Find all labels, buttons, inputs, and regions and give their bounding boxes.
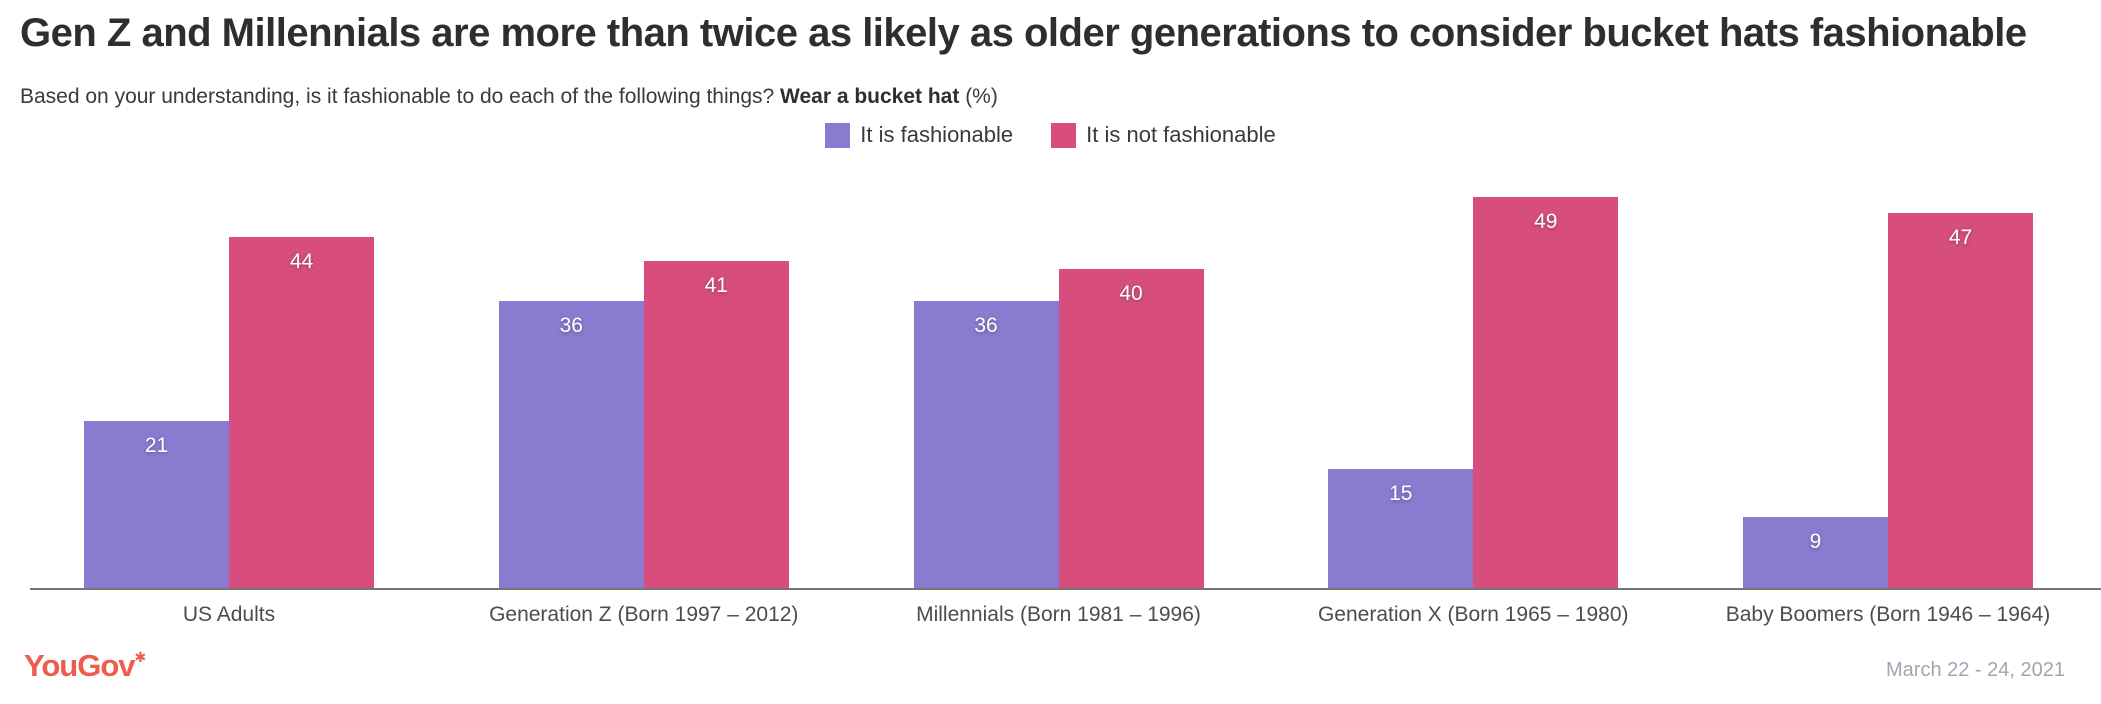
bar-fashionable: 9 [1743,517,1888,589]
legend-swatch-icon [825,122,851,148]
bar-value-label: 47 [1948,226,1973,249]
yougov-logo: YouGov✱ [24,648,146,684]
subtitle-suffix: (%) [959,85,998,108]
bar-fashionable: 36 [913,301,1059,589]
category-label: Millennials (Born 1981 – 1996) [916,603,1201,626]
legend-label: It is not fashionable [1086,122,1276,147]
bar-value-label: 36 [974,314,998,337]
bar-value-label: 40 [1119,282,1143,305]
chart-subtitle: Based on your understanding, is it fashi… [20,85,998,109]
legend-item-fashionable: It is fashionable [825,122,1013,148]
bar-group: 21 44 US Adults [84,197,374,626]
bar-value-label: 21 [144,434,169,457]
plot-area: 21 44 US Adults 36 41 Generation Z (Born 1997… [84,197,2050,626]
chart-title: Gen Z and Millennials are more than twic… [20,11,2027,55]
bar-not-fashionable: 44 [229,237,374,589]
category-label: Baby Boomers (Born 1946 – 1964) [1725,603,2051,626]
legend-label: It is fashionable [860,122,1014,147]
bar-value-label: 44 [289,250,314,273]
legend-item-not-fashionable: It is not fashionable [1051,122,1276,148]
bar-fashionable: 21 [84,421,229,589]
subtitle-question-item: Wear a bucket hat [780,85,960,108]
bar-group: 9 47 Baby Boomers (Born 1946 – 1964) [1726,197,2050,626]
category-label: Generation Z (Born 1997 – 2012) [489,603,799,626]
x-axis-line [30,588,2101,590]
yougov-logo-star-icon: ✱ [134,649,147,665]
bar-value-label: 41 [704,274,728,297]
category-label: Generation X (Born 1965 – 1980) [1317,603,1629,626]
bar-group: 36 41 Generation Z (Born 1997 – 2012) [489,197,798,626]
bar-fashionable: 15 [1328,469,1474,589]
bar-not-fashionable: 40 [1058,269,1204,589]
bar-not-fashionable: 47 [1888,213,2033,589]
bar-group: 36 40 Millennials (Born 1981 – 1996) [913,197,1204,626]
legend: It is fashionable It is not fashionable [0,122,2101,148]
category-label: US Adults [182,603,276,626]
yougov-logo-text: YouGov [24,648,136,683]
bar-value-label: 49 [1534,210,1558,233]
subtitle-prefix: Based on your understanding, is it fashi… [20,85,781,108]
bar-value-label: 36 [559,314,583,337]
fieldwork-date: March 22 - 24, 2021 [1886,659,2065,681]
bar-value-label: 9 [1809,530,1822,553]
bar-group: 15 49 Generation X (Born 1965 – 1980) [1318,197,1629,626]
legend-swatch-icon [1051,122,1077,148]
bar-value-label: 15 [1389,482,1413,505]
bar-fashionable: 36 [498,301,644,589]
bar-not-fashionable: 41 [643,261,789,589]
bar-not-fashionable: 49 [1473,197,1619,589]
